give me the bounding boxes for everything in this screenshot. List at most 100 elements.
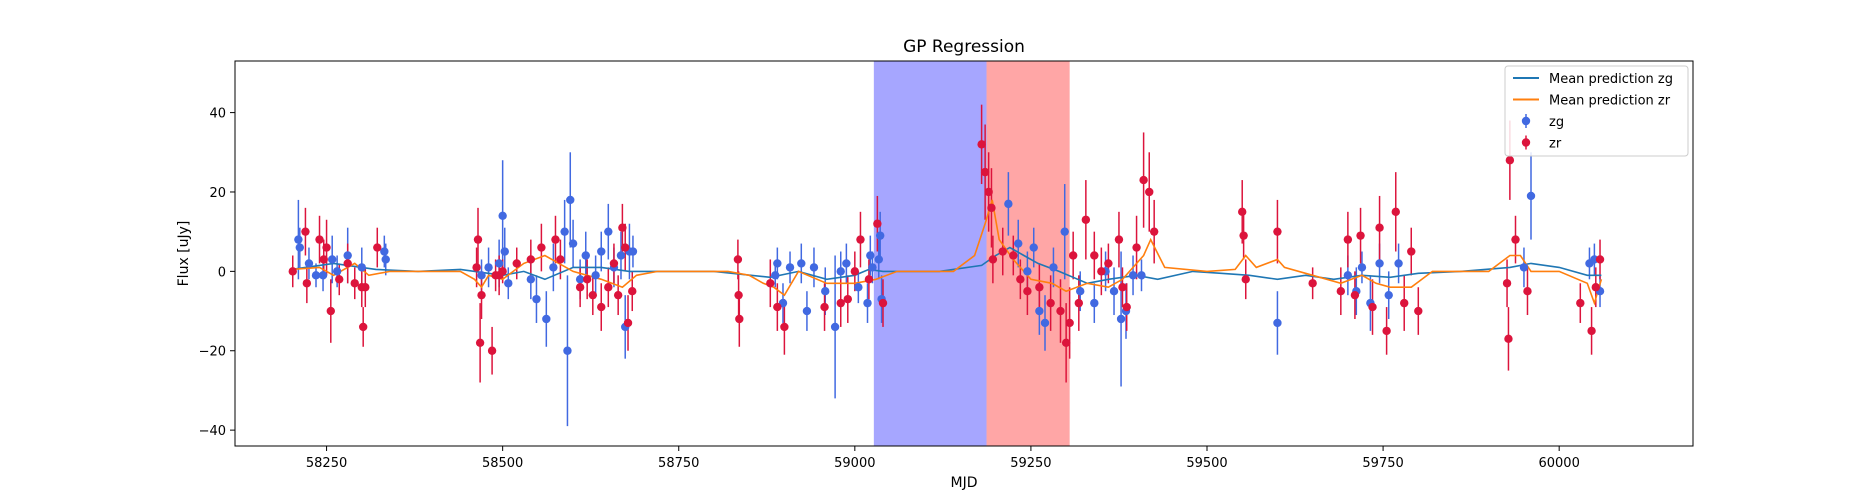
- x-tick-label: 58750: [658, 456, 699, 471]
- zr-point: [1382, 326, 1391, 336]
- zr-point: [1241, 275, 1250, 284]
- zr-point: [1122, 302, 1131, 312]
- zg-point: [500, 247, 509, 256]
- zg-point: [542, 314, 551, 324]
- zr-point: [628, 287, 637, 296]
- zr-point: [998, 247, 1007, 256]
- zr-point: [623, 318, 633, 328]
- zg-point: [773, 259, 782, 268]
- zg-point: [332, 267, 342, 276]
- zg-point: [504, 279, 513, 288]
- zr-point: [1414, 306, 1423, 316]
- zr-point: [1081, 215, 1091, 224]
- zr-point: [1523, 287, 1532, 296]
- zg-point: [1014, 239, 1023, 248]
- zr-point: [526, 255, 536, 264]
- y-axis-ticks: −40 −20 0 20 40: [199, 107, 235, 439]
- zg-point: [1060, 227, 1069, 236]
- zg-point: [477, 271, 486, 280]
- x-axis-label: MJD: [951, 475, 978, 491]
- zr-point: [618, 223, 627, 232]
- zr-point: [1065, 318, 1074, 328]
- x-tick-label: 59000: [834, 456, 875, 471]
- zg-point: [604, 227, 613, 236]
- zg-point: [532, 294, 541, 304]
- zg-point: [1116, 314, 1126, 324]
- zg-point: [875, 231, 885, 240]
- zr-point: [1587, 326, 1596, 336]
- zr-point: [836, 298, 845, 308]
- shaded-regions: [873, 61, 1070, 446]
- mean-prediction-zg-line: [291, 246, 1602, 285]
- zg-point: [1384, 290, 1393, 300]
- zr-point: [1074, 298, 1084, 308]
- zr-point: [1104, 259, 1113, 268]
- chart-title: GP Regression: [903, 37, 1025, 57]
- zr-point: [1145, 187, 1154, 197]
- zg-point: [1128, 271, 1138, 280]
- zr-point: [597, 302, 606, 312]
- zg-point: [836, 267, 845, 276]
- zr-point: [1308, 279, 1317, 288]
- plot-frame: [234, 60, 1694, 447]
- zr-point: [335, 275, 344, 284]
- zr-point: [1149, 227, 1159, 236]
- zr-point: [477, 290, 486, 300]
- zg-point: [1049, 263, 1058, 272]
- zr-point: [1139, 175, 1148, 185]
- zr-point: [1343, 235, 1353, 244]
- zr-point: [1591, 283, 1601, 292]
- zg-point: [1343, 271, 1353, 280]
- x-tick-label: 58250: [306, 456, 347, 471]
- zg-point: [1035, 306, 1044, 316]
- zr-point: [1035, 283, 1044, 292]
- legend-label: Mean prediction zg: [1549, 72, 1673, 87]
- zr-point: [361, 283, 370, 292]
- zr-point: [1368, 302, 1377, 312]
- zr-point: [1118, 283, 1127, 292]
- zg-point: [568, 239, 578, 248]
- legend-label: Mean prediction zr: [1549, 94, 1671, 109]
- zr-point: [498, 267, 507, 276]
- zg-point: [1137, 271, 1146, 280]
- zg-point: [874, 255, 883, 264]
- y-tick-label: −20: [199, 345, 226, 360]
- zr-point: [302, 279, 312, 288]
- zr-point: [1595, 255, 1605, 264]
- zg-point: [842, 259, 851, 268]
- zg-point: [771, 271, 780, 280]
- zg-point: [1090, 298, 1099, 308]
- x-axis-ticks: 58250 58500 58750 59000 59250 59500 59750 60000: [306, 446, 1580, 471]
- zr-point: [301, 227, 310, 236]
- legend-label: zr: [1549, 137, 1562, 152]
- zg-point: [566, 195, 575, 205]
- x-tick-label: 59500: [1186, 456, 1227, 471]
- zg-point: [1519, 263, 1529, 272]
- y-tick-label: 0: [218, 265, 226, 280]
- legend-box: [1504, 65, 1689, 157]
- zr-point: [856, 235, 865, 244]
- zr-point: [1046, 298, 1055, 308]
- zg-point: [1023, 267, 1032, 276]
- zr-point: [1238, 207, 1247, 217]
- zr-point: [487, 346, 497, 355]
- zg-point: [1029, 243, 1038, 252]
- zr-point: [288, 267, 297, 276]
- zr-point: [1375, 223, 1384, 232]
- zr-point: [1016, 275, 1025, 284]
- zr-point: [1056, 306, 1065, 316]
- zr-point: [1132, 243, 1141, 252]
- zr-point: [1009, 251, 1018, 260]
- zr-point: [350, 279, 359, 288]
- y-tick-label: 40: [209, 107, 226, 122]
- zr-point: [733, 255, 743, 264]
- zg-point: [318, 271, 328, 280]
- zr-point: [621, 243, 630, 252]
- zr-point: [820, 302, 829, 312]
- zr-point: [315, 235, 324, 244]
- zg-point: [591, 271, 600, 280]
- zg-point: [526, 275, 536, 284]
- zg-point: [563, 346, 572, 355]
- zr-point: [1576, 298, 1585, 308]
